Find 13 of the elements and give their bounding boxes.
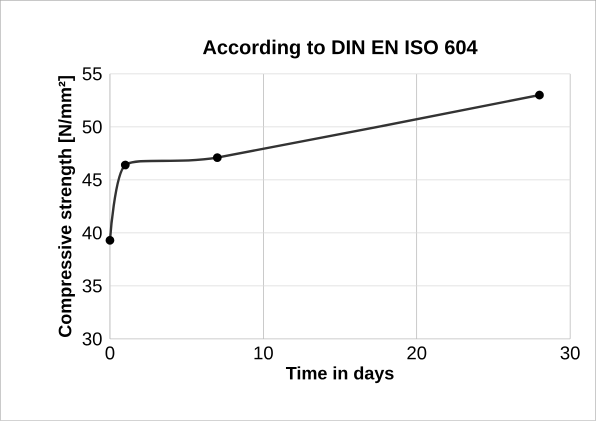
x-tick-label: 30 bbox=[560, 346, 580, 360]
y-tick-label: 30 bbox=[82, 332, 102, 346]
x-tick-label: 10 bbox=[254, 346, 273, 360]
x-tick-label: 0 bbox=[106, 346, 114, 360]
y-tick-label: 35 bbox=[82, 279, 102, 293]
y-tick-label: 50 bbox=[82, 120, 102, 134]
chart-title: According to DIN EN ISO 604 bbox=[202, 40, 478, 58]
y-tick-label: 45 bbox=[82, 174, 102, 186]
x-axis-title: Time in days bbox=[286, 366, 394, 384]
x-tick-label: 20 bbox=[407, 346, 426, 360]
y-tick-label: 40 bbox=[82, 226, 102, 240]
y-axis-title: Compressive strength [N/mm²] bbox=[58, 76, 76, 338]
y-tick-label: 55 bbox=[82, 68, 102, 80]
